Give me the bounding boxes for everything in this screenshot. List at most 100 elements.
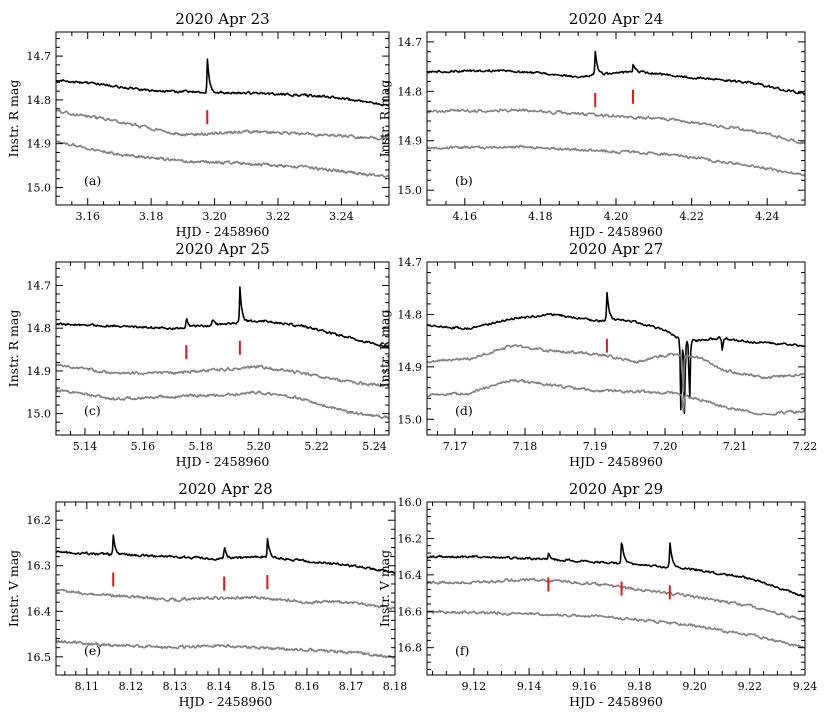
y-tick-label: 16.6: [398, 605, 423, 618]
panel-tag: (b): [455, 173, 473, 188]
y-tick-label: 15.0: [398, 184, 423, 197]
x-tick-label: 3.24: [329, 210, 354, 223]
y-tick-label: 14.8: [27, 94, 52, 107]
x-axis-label: HJD - 2458960: [176, 454, 270, 469]
x-tick-label: 7.17: [443, 440, 468, 453]
series-target: [56, 534, 395, 575]
panel-e: 8.11 8.12 8.13 8.14 8.15 8.16 8.17 8.18 16.2 16.3…: [6, 480, 407, 709]
x-tick-label: 9.18: [627, 680, 652, 693]
x-tick-label: 5.18: [189, 440, 214, 453]
y-tick-label: 14.7: [27, 279, 52, 292]
x-tick-label: 9.12: [462, 680, 487, 693]
panel-c: 5.14 5.16 5.18 5.20 5.22 5.24 14.7 14.8 14.9 15.0…: [6, 240, 390, 469]
panel-title: 2020 Apr 28: [178, 480, 272, 498]
panel-title: 2020 Apr 25: [175, 240, 269, 258]
y-tick-label: 16.2: [27, 514, 52, 527]
x-axis-label: HJD - 2458960: [569, 694, 663, 709]
panel-tag: (d): [455, 403, 473, 418]
series-target: [427, 291, 805, 415]
series-comparison-2: [56, 389, 389, 420]
series-comparison-1: [56, 588, 395, 611]
y-tick-label: 14.9: [398, 361, 423, 374]
x-tick-label: 8.13: [163, 680, 188, 693]
y-tick-label: 16.4: [398, 569, 423, 582]
series-comparison-1: [427, 577, 805, 623]
x-tick-label: 4.16: [453, 210, 478, 223]
y-tick-label: 14.8: [27, 322, 52, 335]
panel-tag: (e): [84, 643, 101, 658]
axes-frame: [426, 261, 806, 436]
y-tick-label: 14.9: [27, 138, 52, 151]
series-comparison-1: [427, 344, 805, 393]
x-tick-label: 5.16: [131, 440, 156, 453]
y-tick-label: 14.9: [398, 135, 423, 148]
x-axis-label: HJD - 2458960: [569, 454, 663, 469]
y-tick-label: 15.0: [398, 413, 423, 426]
y-tick-label: 14.8: [398, 308, 423, 321]
series-comparison-2: [56, 639, 395, 659]
x-tick-label: 3.22: [266, 210, 291, 223]
plot-area: [56, 534, 395, 659]
axes-frame: [426, 501, 806, 676]
series-comparison-1: [56, 109, 389, 141]
plot-area: [427, 542, 805, 649]
x-tick-label: 5.22: [304, 440, 329, 453]
x-tick-label: 4.18: [528, 210, 553, 223]
x-tick-label: 4.24: [755, 210, 780, 223]
axes-frame: [55, 501, 396, 676]
y-axis-label: Instr. R mag: [6, 310, 21, 388]
x-tick-label: 3.18: [139, 210, 164, 223]
y-axis-label: Instr. V mag: [6, 550, 21, 627]
panel-tag: (c): [84, 403, 101, 418]
x-tick-label: 9.16: [572, 680, 597, 693]
x-tick-label: 5.24: [362, 440, 387, 453]
panel-a: 3.16 3.18 3.20 3.22 3.24 14.7 14.8 14.9 15.0 2020…: [6, 10, 390, 239]
y-tick-label: 16.8: [398, 642, 423, 655]
x-tick-label: 7.18: [513, 440, 538, 453]
x-tick-label: 9.22: [738, 680, 763, 693]
x-tick-label: 8.17: [339, 680, 364, 693]
y-tick-label: 14.7: [398, 256, 423, 269]
x-tick-label: 5.14: [73, 440, 98, 453]
series-comparison-2: [56, 140, 389, 178]
x-tick-label: 7.21: [723, 440, 748, 453]
y-axis-label: Instr. V mag: [377, 550, 392, 627]
x-tick-label: 9.24: [793, 680, 818, 693]
x-tick-label: 5.20: [246, 440, 271, 453]
x-tick-label: 8.12: [119, 680, 144, 693]
x-tick-label: 9.14: [517, 680, 542, 693]
y-axis-label: Instr. R mag: [6, 80, 21, 158]
series-target: [56, 58, 389, 107]
plot-area: [427, 50, 805, 177]
series-target: [427, 50, 805, 96]
series-target: [427, 542, 805, 598]
series-comparison-1: [56, 363, 389, 388]
panel-tag: (a): [84, 173, 101, 188]
axes-frame: [426, 31, 806, 206]
x-tick-label: 4.20: [604, 210, 629, 223]
x-tick-label: 8.18: [383, 680, 408, 693]
y-tick-label: 14.8: [398, 85, 423, 98]
x-axis-label: HJD - 2458960: [569, 224, 663, 239]
series-target: [56, 286, 389, 349]
panel-d: 7.17 7.18 7.19 7.20 7.21 7.22 14.7 14.8 14.9 15.0…: [377, 240, 817, 469]
panel-tag: (f): [455, 643, 469, 658]
panel-b: 4.16 4.18 4.20 4.22 4.24 14.7 14.8 14.9 15.0 2020…: [377, 10, 806, 239]
panel-title: 2020 Apr 23: [175, 10, 269, 28]
panel-f: 9.12 9.14 9.16 9.18 9.20 9.22 9.24 16.0 16.2 16.4…: [377, 480, 817, 709]
x-tick-label: 7.19: [583, 440, 608, 453]
y-tick-label: 16.2: [398, 532, 423, 545]
y-tick-label: 16.3: [27, 560, 52, 573]
plot-area: [56, 286, 389, 420]
x-tick-label: 3.20: [202, 210, 227, 223]
y-tick-label: 14.7: [398, 36, 423, 49]
y-axis-label: Instr. R mag: [377, 310, 392, 388]
panel-title: 2020 Apr 27: [569, 240, 663, 258]
y-tick-label: 15.0: [27, 181, 52, 194]
y-tick-label: 15.0: [27, 408, 52, 421]
y-axis-label: Instr. R mag: [377, 80, 392, 158]
axes-frame: [55, 261, 390, 436]
x-tick-label: 9.20: [682, 680, 707, 693]
x-axis-label: HJD - 2458960: [179, 694, 273, 709]
